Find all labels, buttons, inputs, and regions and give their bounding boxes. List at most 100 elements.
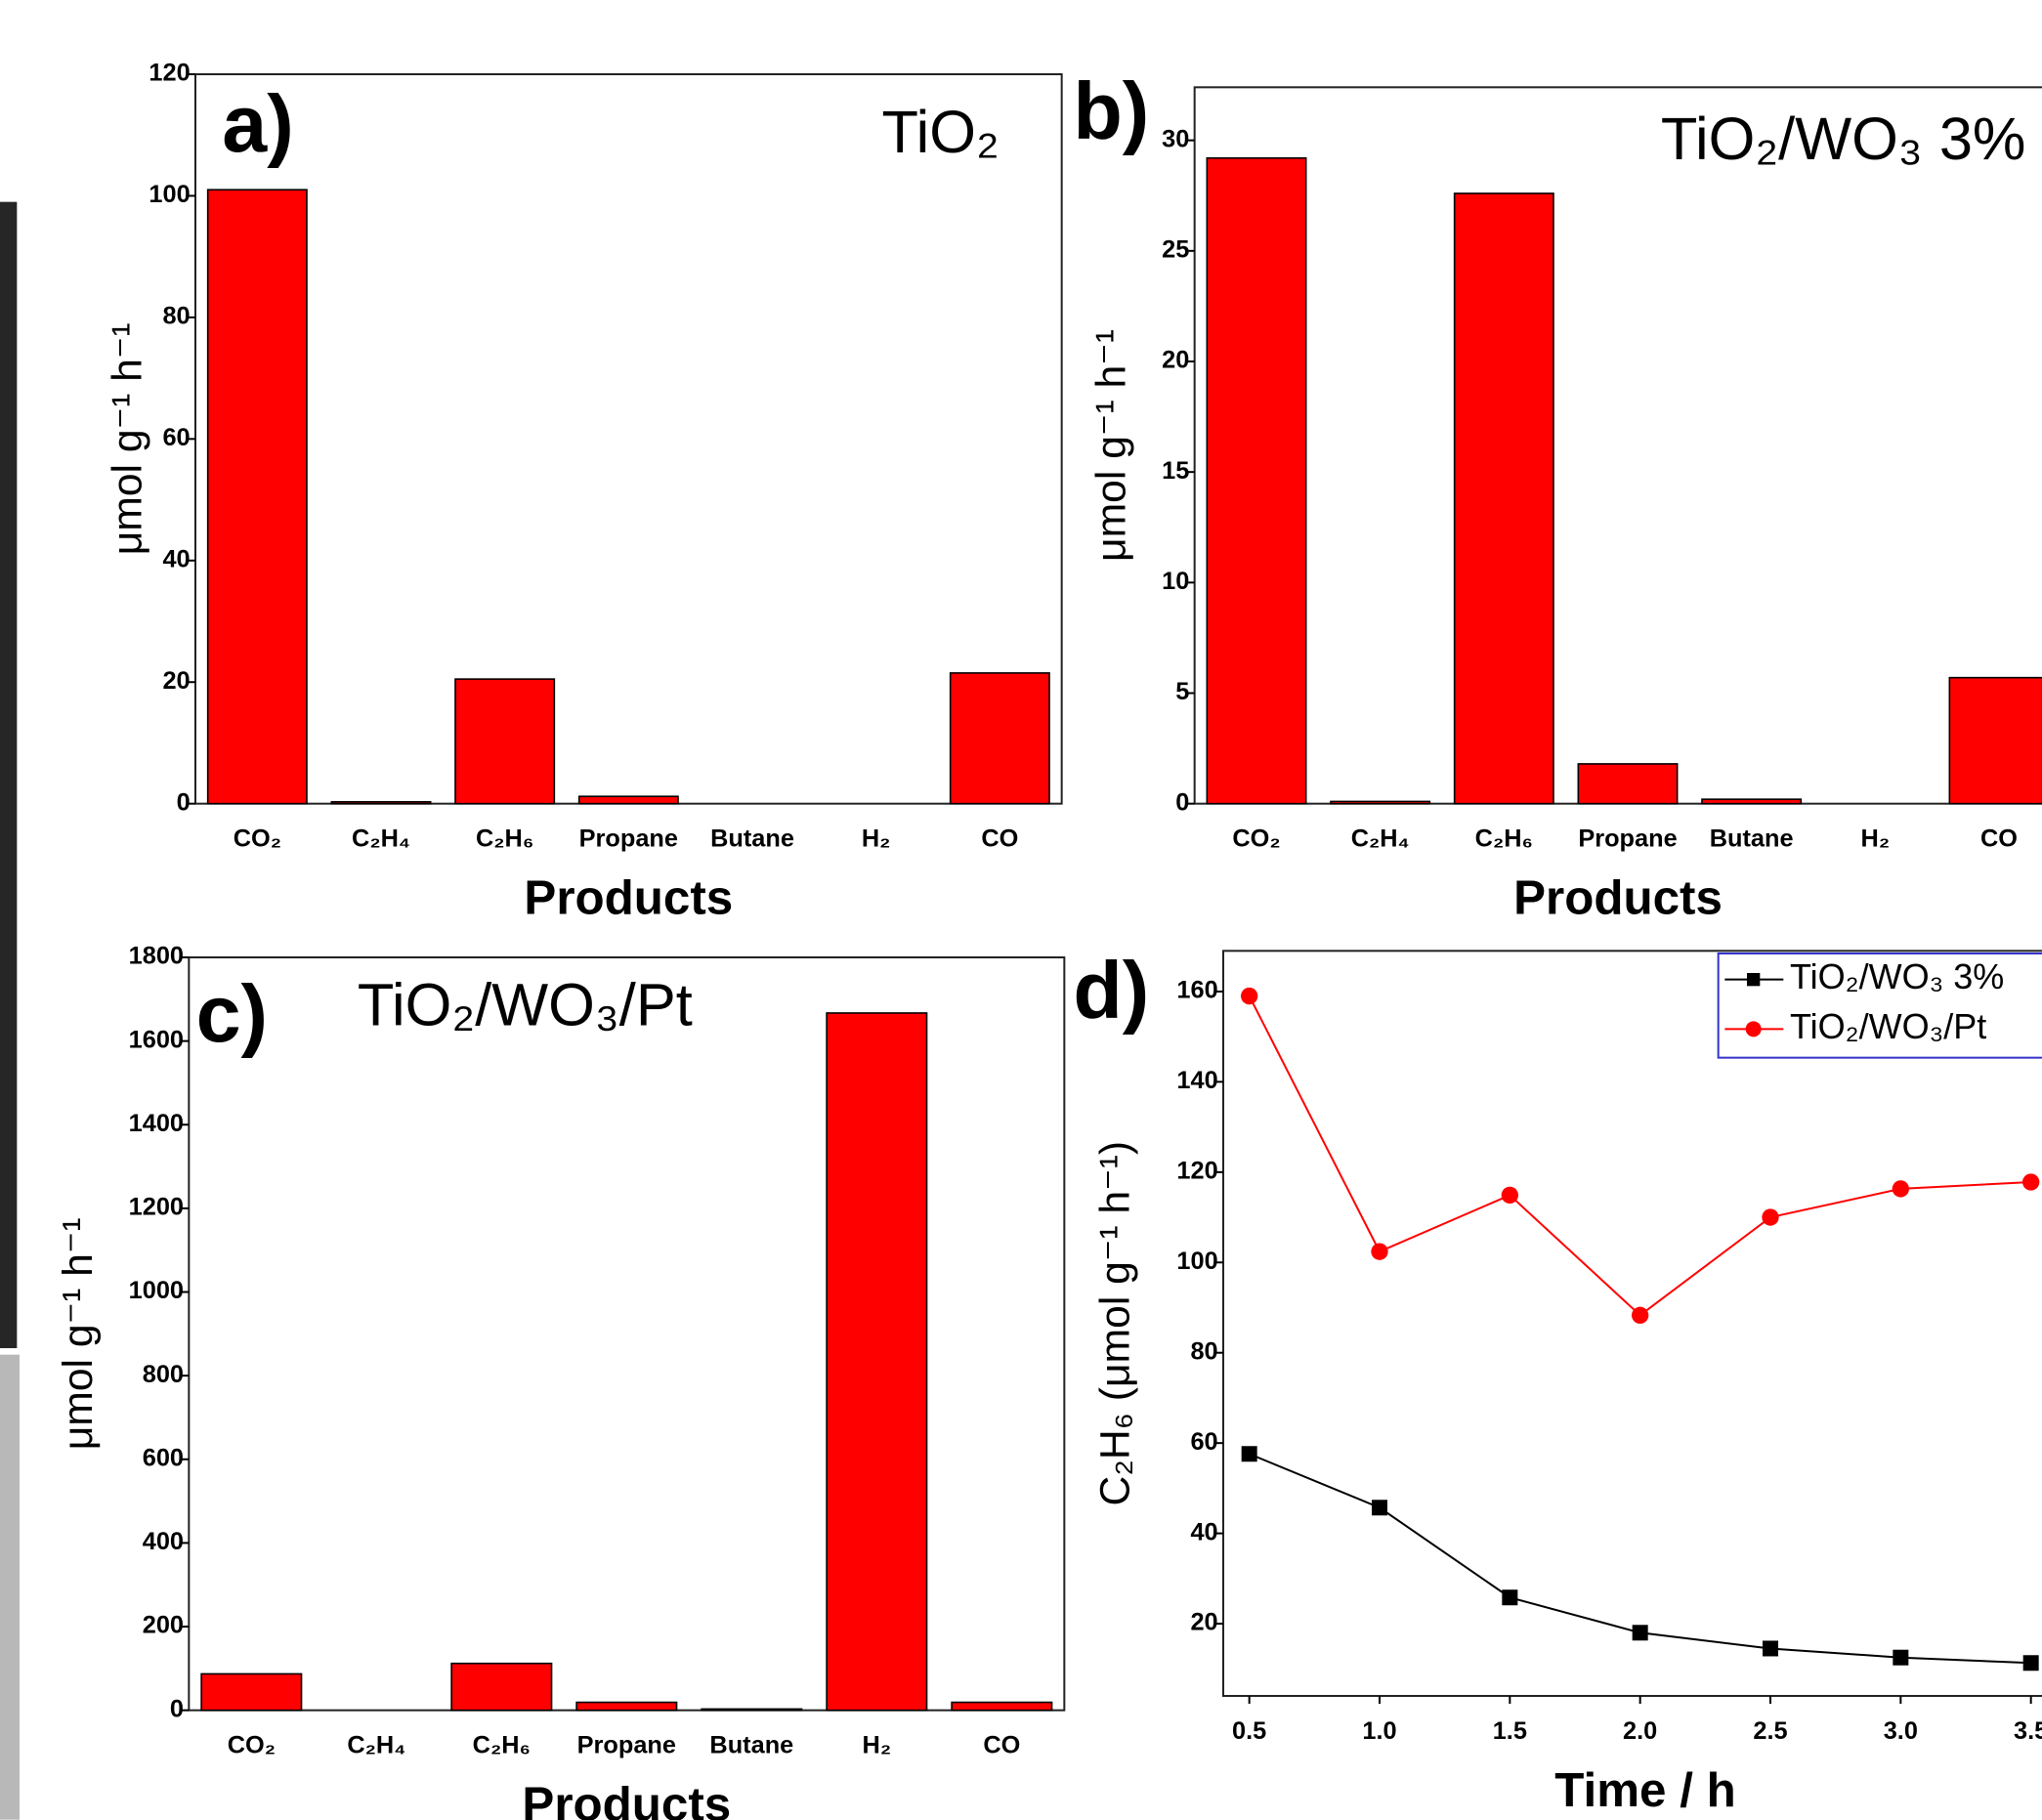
y-tick-label: 20: [162, 667, 190, 695]
legend-box: [1717, 952, 2042, 1059]
x-tick-label: C₂H₄: [347, 1732, 405, 1759]
marker: [1241, 1446, 1257, 1462]
x-tick-label: 1.0: [1362, 1717, 1396, 1745]
y-tick-label: 120: [149, 60, 190, 87]
y-tick-label: 60: [162, 424, 190, 451]
x-tick-label: H₂: [862, 825, 891, 853]
panel-title: TiO₂/WO₃ 3%: [1661, 105, 2026, 172]
marker: [1502, 1589, 1518, 1606]
y-tick-label: 0: [170, 1695, 184, 1722]
y-tick-label: 100: [149, 181, 190, 208]
y-tick-label: 200: [143, 1612, 184, 1639]
y-axis-label: μmol g⁻¹ h⁻¹: [1087, 329, 1134, 562]
y-tick-label: 0: [1175, 788, 1189, 816]
marker: [1501, 1186, 1518, 1205]
y-tick-label: 140: [1176, 1067, 1217, 1094]
y-axis-label: C₂H₆ (μmol g⁻¹ h⁻¹): [1091, 1141, 1138, 1506]
x-axis-label: Products: [1513, 871, 1723, 925]
photo-strip: [0, 201, 18, 1349]
panel-label: c): [196, 968, 269, 1059]
marker: [1241, 987, 1258, 1005]
y-tick-label: 800: [143, 1361, 184, 1388]
x-tick-label: CO: [1980, 825, 2018, 853]
y-tick-label: 15: [1162, 457, 1189, 485]
x-axis-label: Products: [522, 1778, 731, 1820]
bar: [701, 1708, 803, 1712]
y-tick-label: 1400: [129, 1110, 184, 1137]
legend-label: TiO₂/WO₃/Pt: [1790, 1006, 1986, 1046]
y-tick-label: 80: [162, 303, 190, 330]
y-tick-label: 5: [1175, 678, 1189, 705]
marker: [1632, 1625, 1648, 1641]
x-tick-label: C₂H₄: [352, 825, 410, 853]
x-tick-label: Butane: [709, 1732, 793, 1759]
x-tick-label: Propane: [577, 1732, 676, 1759]
x-tick-label: CO₂: [1232, 825, 1280, 853]
bar: [206, 189, 308, 805]
y-tick-label: 1800: [129, 943, 184, 970]
bar: [577, 795, 679, 805]
y-tick-label: 600: [143, 1444, 184, 1471]
y-tick-label: 1000: [129, 1277, 184, 1304]
marker: [1892, 1180, 1909, 1198]
x-tick-label: 0.5: [1232, 1717, 1266, 1745]
panel-title: TiO₂: [882, 98, 1000, 165]
y-tick-label: 20: [1162, 347, 1189, 374]
x-tick-label: H₂: [1861, 825, 1891, 853]
y-tick-label: 120: [1176, 1158, 1217, 1185]
x-tick-label: C₂H₆: [473, 1732, 531, 1759]
y-tick-label: 25: [1162, 236, 1189, 264]
bar: [200, 1672, 303, 1712]
bar: [826, 1012, 928, 1712]
bar: [575, 1701, 678, 1712]
y-tick-label: 400: [143, 1528, 184, 1555]
y-tick-label: 1200: [129, 1194, 184, 1221]
bar: [1453, 192, 1554, 805]
legend-label: TiO₂/WO₃ 3%: [1790, 956, 2004, 996]
y-tick-label: 30: [1162, 125, 1189, 152]
y-tick-label: 80: [1190, 1337, 1217, 1365]
bar: [450, 1662, 553, 1712]
x-axis-label: Time / h: [1554, 1763, 1736, 1817]
x-tick-label: 2.0: [1623, 1717, 1657, 1745]
y-tick-label: 20: [1190, 1609, 1217, 1636]
bar: [1330, 800, 1431, 805]
marker: [1893, 1649, 1909, 1666]
x-tick-label: Butane: [1710, 825, 1794, 853]
bar: [454, 678, 556, 805]
panel-label: b): [1073, 65, 1149, 156]
x-tick-label: CO₂: [234, 825, 281, 853]
y-tick-label: 1600: [129, 1026, 184, 1053]
y-tick-label: 160: [1176, 977, 1217, 1004]
legend-marker: [1747, 973, 1761, 987]
x-tick-label: Butane: [710, 825, 794, 853]
x-tick-label: 3.5: [2014, 1717, 2042, 1745]
bar: [949, 672, 1050, 805]
photo-strip: [0, 1354, 20, 1820]
marker: [1371, 1243, 1388, 1260]
y-tick-label: 40: [1190, 1518, 1217, 1545]
x-tick-label: C₂H₆: [1475, 825, 1533, 853]
bar: [1206, 156, 1307, 805]
x-tick-label: C₂H₄: [1351, 825, 1410, 853]
marker: [1762, 1208, 1779, 1226]
panel-title: TiO₂/WO₃/Pt: [358, 971, 693, 1038]
x-tick-label: CO: [983, 1732, 1020, 1759]
bar: [1948, 676, 2042, 805]
bar: [1701, 798, 1803, 805]
y-axis-label: μmol g⁻¹ h⁻¹: [105, 322, 151, 555]
y-tick-label: 100: [1176, 1248, 1217, 1275]
y-tick-label: 0: [177, 788, 191, 816]
bar: [330, 800, 432, 805]
y-axis-label: μmol g⁻¹ h⁻¹: [55, 1217, 102, 1450]
x-tick-label: Propane: [579, 825, 678, 853]
y-tick-label: 10: [1162, 568, 1189, 595]
x-tick-label: CO: [981, 825, 1018, 853]
marker: [2022, 1655, 2039, 1672]
panel-label: a): [222, 78, 294, 169]
x-tick-label: H₂: [863, 1732, 892, 1759]
x-axis-label: Products: [524, 871, 733, 925]
y-tick-label: 60: [1190, 1428, 1217, 1456]
